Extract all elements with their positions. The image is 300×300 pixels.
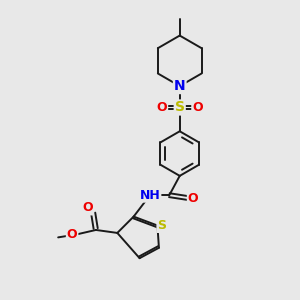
- Text: NH: NH: [140, 189, 160, 202]
- Text: O: O: [188, 192, 198, 205]
- Text: N: N: [174, 79, 185, 93]
- Text: O: O: [67, 228, 77, 241]
- Text: O: O: [157, 101, 167, 114]
- Text: O: O: [82, 202, 93, 214]
- Text: S: S: [158, 219, 166, 232]
- Text: O: O: [192, 101, 203, 114]
- Text: S: S: [175, 100, 185, 115]
